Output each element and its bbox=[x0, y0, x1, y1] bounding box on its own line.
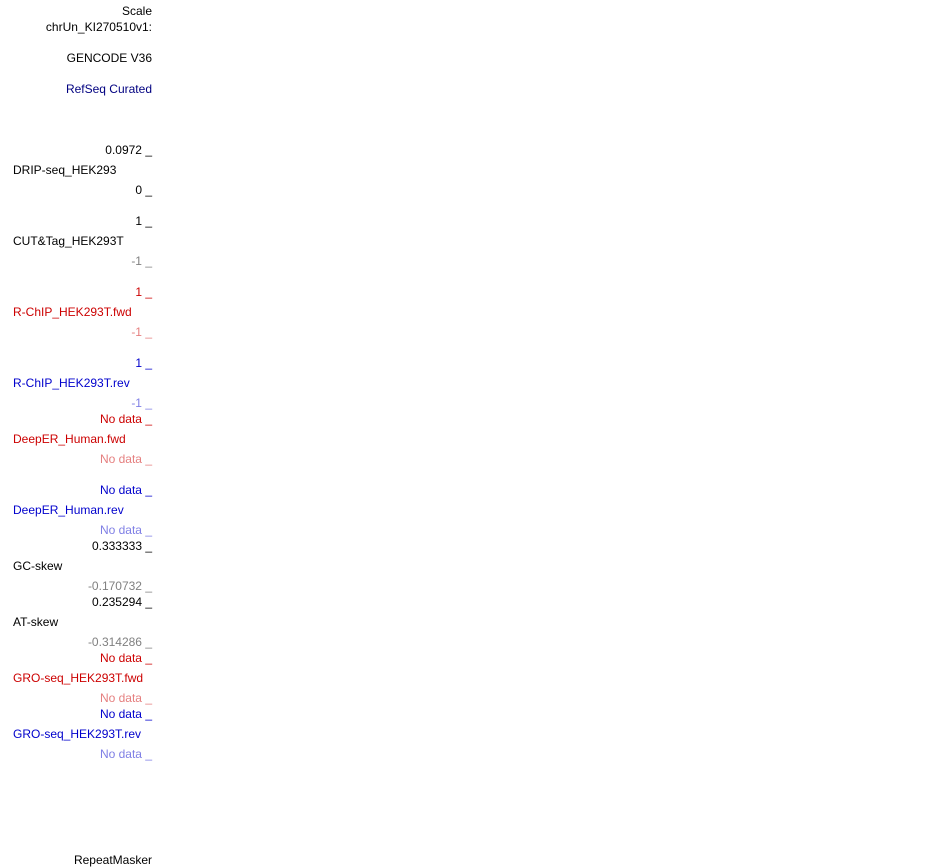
rchip-rev-max-value: 1 _ bbox=[135, 356, 152, 370]
scale-label[interactable]: Scale bbox=[121, 4, 152, 18]
deeper-fwd-track-label[interactable]: DeepER_Human.fwd bbox=[13, 432, 126, 446]
rchip-fwd-max-value: 1 _ bbox=[135, 285, 152, 299]
gencode-track-label[interactable]: GENCODE V36 bbox=[66, 51, 152, 65]
refseq-track-label[interactable]: RefSeq Curated bbox=[65, 82, 152, 96]
rchip-rev-track-label[interactable]: R-ChIP_HEK293T.rev bbox=[13, 376, 130, 390]
gcskew-track-label[interactable]: GC-skew bbox=[13, 559, 63, 573]
drip-track-label[interactable]: DRIP-seq_HEK293 bbox=[13, 163, 117, 177]
repeatmasker-track-label[interactable]: RepeatMasker bbox=[73, 853, 152, 867]
drip-max-value: 0.0972 _ bbox=[105, 143, 152, 157]
deeper-rev-max-value: No data _ bbox=[99, 483, 152, 497]
groseq-fwd-max-value: No data _ bbox=[99, 651, 152, 665]
cuttag-max-value: 1 _ bbox=[135, 214, 152, 228]
groseq-rev-track-label[interactable]: GRO-seq_HEK293T.rev bbox=[13, 727, 142, 741]
rchip-fwd-min-value: -1 _ bbox=[131, 325, 152, 339]
deeper-fwd-min-value: No data _ bbox=[99, 452, 152, 466]
drip-min-value: 0 _ bbox=[135, 183, 152, 197]
atskew-track-label[interactable]: AT-skew bbox=[13, 615, 59, 629]
atskew-max-value: 0.235294 _ bbox=[91, 595, 152, 609]
atskew-min-value: -0.314286 _ bbox=[87, 635, 152, 649]
groseq-fwd-min-value: No data _ bbox=[99, 691, 152, 705]
rchip-fwd-track-label[interactable]: R-ChIP_HEK293T.fwd bbox=[13, 305, 132, 319]
cuttag-track-label[interactable]: CUT&Tag_HEK293T bbox=[13, 234, 124, 248]
groseq-rev-max-value: No data _ bbox=[99, 707, 152, 721]
deeper-rev-track-label[interactable]: DeepER_Human.rev bbox=[13, 503, 124, 517]
gcskew-max-value: 0.333333 _ bbox=[91, 539, 152, 553]
groseq-rev-min-value: No data _ bbox=[99, 747, 152, 761]
deeper-rev-min-value: No data _ bbox=[99, 523, 152, 537]
gcskew-min-value: -0.170732 _ bbox=[87, 579, 152, 593]
deeper-fwd-max-value: No data _ bbox=[99, 412, 152, 426]
rchip-rev-min-value: -1 _ bbox=[131, 396, 152, 410]
groseq-fwd-track-label[interactable]: GRO-seq_HEK293T.fwd bbox=[13, 671, 144, 685]
chromosome-label: chrUn_KI270510v1: bbox=[45, 20, 152, 34]
cuttag-min-value: -1 _ bbox=[131, 254, 152, 268]
